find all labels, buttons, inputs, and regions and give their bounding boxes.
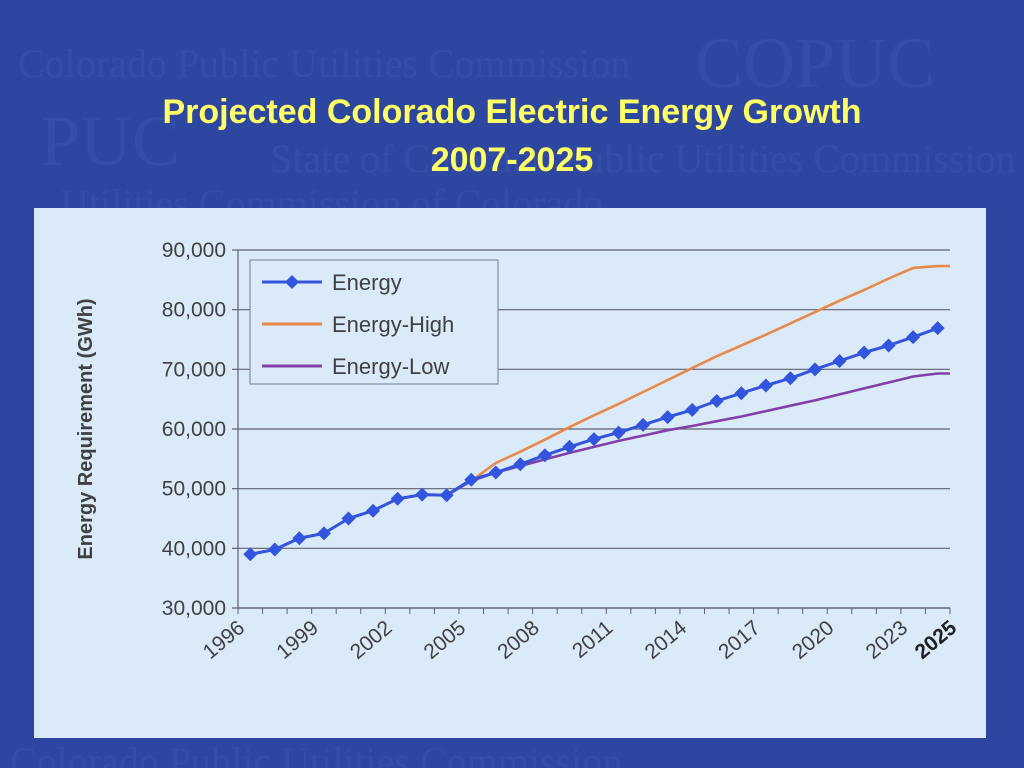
energy-point-26 [881,338,896,353]
energy-point-11 [513,457,528,472]
energy-point-14 [587,432,601,447]
y-tick-label-2: 50,000 [162,478,226,501]
legend-label-0: Energy [332,270,402,295]
x-tick-label-8: 2020 [788,616,839,664]
energy-point-18 [685,402,700,417]
energy-point-8 [439,488,454,503]
x-tick-label-9: 2023 [862,616,913,664]
x-tick-label-4: 2008 [493,616,544,664]
energy-point-19 [709,393,724,408]
slide-title: Projected Colorado Electric Energy Growt… [0,88,1024,184]
chart-series [243,264,950,562]
energy-point-2 [292,531,307,546]
chart-panel: 30,000 40,000 50,000 60,000 70,000 80,000 90,0… [34,208,986,738]
watermark-name-2: Colorado Public Utilities Commission [10,739,623,768]
series-line-energy-low [250,372,950,556]
energy-point-1 [267,542,282,557]
slide-title-line2: 2007-2025 [430,141,594,179]
y-tick-label-6: 90,000 [162,239,226,262]
y-tick-label-1: 40,000 [162,537,226,560]
x-tick-label-0: 1996 [199,616,250,664]
x-tick-label-6: 2014 [641,616,692,664]
energy-point-10 [488,465,503,480]
y-tick-label-5: 80,000 [162,299,226,322]
energy-point-28 [930,321,945,336]
energy-point-25 [857,345,872,360]
energy-point-15 [611,425,626,440]
slide-title-line1: Projected Colorado Electric Energy Growt… [162,93,862,131]
energy-point-4 [341,511,356,526]
x-tick-label-2: 2002 [346,616,397,664]
energy-point-20 [734,386,749,401]
energy-point-0 [243,547,258,562]
legend-label-2: Energy-Low [332,354,450,379]
energy-chart: 30,000 40,000 50,000 60,000 70,000 80,000 90,0… [75,239,962,664]
energy-point-22 [783,371,798,386]
y-tick-label-0: 30,000 [162,597,226,620]
legend-marker-0 [285,275,299,289]
energy-point-17 [660,410,675,425]
x-tick-label-7: 2017 [714,616,765,664]
x-tick-label-3: 2005 [420,616,471,664]
watermark-name-1: Colorado Public Utilities Commission [18,41,631,86]
energy-point-24 [832,353,847,368]
energy-point-23 [807,362,822,377]
y-tick-label-3: 60,000 [162,418,226,441]
energy-point-21 [758,378,773,393]
energy-point-9 [464,472,479,487]
energy-point-16 [636,417,651,432]
x-tick-label-10: 2025 [911,616,962,664]
energy-point-12 [537,448,552,463]
y-tick-label-4: 70,000 [162,358,226,381]
x-tick-label-5: 2011 [568,616,617,663]
energy-point-5 [366,503,381,518]
energy-point-13 [562,439,577,454]
energy-point-27 [906,330,921,345]
x-tick-label-1: 1999 [272,616,323,664]
y-axis-label: Energy Requirement (GWh) [75,298,97,559]
energy-point-6 [390,491,405,506]
chart-legend: Energy Energy-High Energy-Low [249,259,499,385]
legend-label-1: Energy-High [332,312,454,337]
energy-point-7 [415,487,430,502]
energy-point-3 [316,526,331,541]
